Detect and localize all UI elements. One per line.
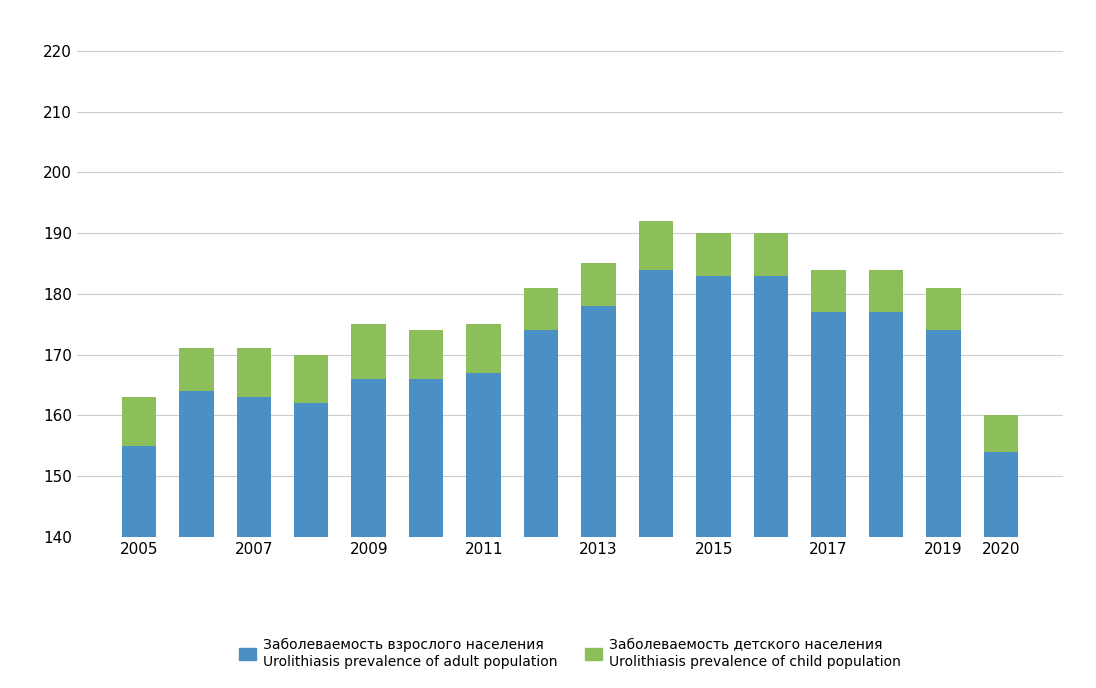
Bar xyxy=(409,379,444,688)
Bar xyxy=(122,397,156,446)
Bar xyxy=(926,288,961,330)
Bar xyxy=(524,330,559,688)
Bar xyxy=(294,403,329,688)
Bar xyxy=(237,397,271,688)
Bar xyxy=(696,233,731,276)
Bar xyxy=(581,306,616,688)
Bar xyxy=(811,270,846,312)
Bar xyxy=(179,348,214,391)
Bar xyxy=(926,330,961,688)
Bar xyxy=(811,312,846,688)
Bar xyxy=(352,379,386,688)
Bar xyxy=(639,270,673,688)
Bar xyxy=(524,288,559,330)
Bar xyxy=(179,391,214,688)
Bar xyxy=(869,312,903,688)
Bar xyxy=(352,324,386,379)
Bar xyxy=(984,451,1018,688)
Bar xyxy=(467,373,501,688)
Bar xyxy=(696,276,731,688)
Bar xyxy=(294,354,329,403)
Bar xyxy=(984,416,1018,451)
Bar xyxy=(581,264,616,306)
Bar xyxy=(639,221,673,270)
Bar xyxy=(122,446,156,688)
Legend: Заболеваемость взрослого населения
Urolithiasis prevalence of adult population, : Заболеваемость взрослого населения Uroli… xyxy=(233,633,906,674)
Bar xyxy=(754,233,788,276)
Bar xyxy=(409,330,444,379)
Bar xyxy=(237,348,271,397)
Bar xyxy=(754,276,788,688)
Bar xyxy=(467,324,501,373)
Bar xyxy=(869,270,903,312)
